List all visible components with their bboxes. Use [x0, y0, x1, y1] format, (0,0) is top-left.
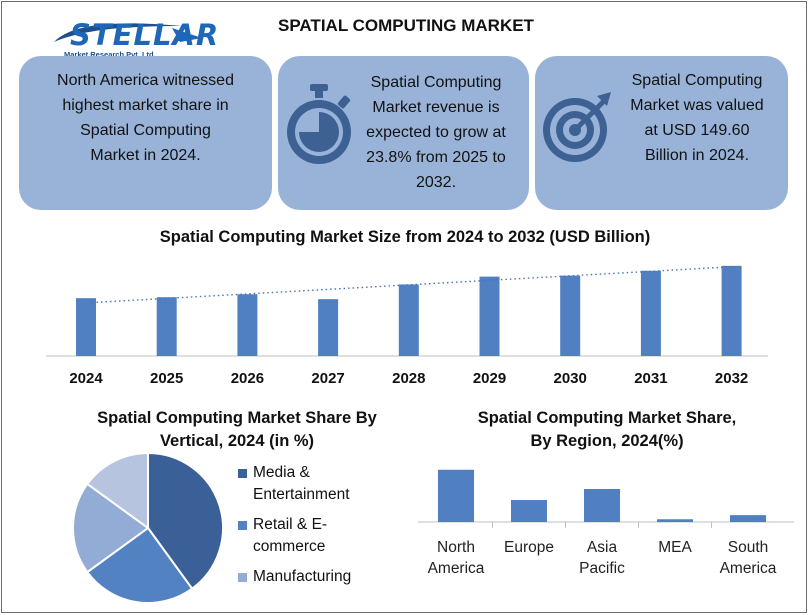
x-tick-label: 2026 [231, 370, 264, 387]
x-tick-label: 2025 [150, 370, 183, 387]
chart-title-line: Spatial Computing Market Share By [97, 409, 377, 427]
card-line: Market in 2024. [90, 147, 201, 164]
region-share-bar-chart: North America Europe Asia Pacific MEA South Ame… [418, 469, 794, 577]
x-tick-label: 2024 [69, 370, 103, 387]
region-bar [584, 489, 620, 522]
pie-legend: Media & Entertainment Retail & E- commer… [238, 462, 388, 596]
stellar-logo: STELLAR Market Research Pvt. Ltd. [52, 16, 218, 60]
stat-card-growth: Spatial Computing Market revenue is expe… [278, 56, 529, 210]
legend-label: Entertainment [253, 486, 350, 503]
card-line: Market revenue is [372, 99, 500, 116]
region-bar [438, 469, 474, 522]
stopwatch-icon [287, 84, 351, 164]
card-text: North America witnessed highest market s… [29, 68, 262, 168]
card-text: Spatial Computing Market revenue is expe… [350, 70, 522, 195]
x-tick-label: Europe [504, 539, 554, 556]
pie-slice-2 [85, 526, 194, 604]
bar-2028 [398, 284, 419, 356]
pie-slice-4 [85, 451, 149, 530]
card-line: highest market share in [62, 97, 229, 114]
bar-2024 [76, 298, 96, 356]
market-size-chart: 2024 2025 2026 2027 2028 2029 2030 2031 2032 [46, 265, 768, 387]
region-chart-title: Spatial Computing Market Share, By Regio… [442, 407, 772, 453]
region-bar [657, 519, 693, 522]
bar-2032 [721, 265, 742, 356]
x-tick-label: 2027 [311, 370, 344, 387]
x-tick-label: 2030 [554, 370, 587, 387]
bar-2026 [237, 294, 258, 356]
bar-2027 [318, 299, 339, 356]
chart-title-line: By Region, 2024(%) [530, 432, 684, 450]
logo-name: STELLAR [70, 18, 220, 52]
card-line: 23.8% from 2025 to [366, 149, 506, 166]
market-size-chart-title: Spatial Computing Market Size from 2024 … [159, 228, 651, 246]
card-line: Billion in 2024. [644, 147, 750, 164]
bar-2025 [156, 297, 177, 356]
legend-swatch [238, 573, 247, 582]
card-line: Spatial Computing [370, 74, 502, 91]
card-line: Spatial Computing [631, 72, 763, 89]
legend-swatch [238, 469, 247, 478]
x-tick-label: America [428, 560, 485, 577]
card-line: at USD 149.60 [644, 122, 750, 139]
legend-label: commerce [253, 538, 326, 555]
legend-label: Media & [253, 464, 310, 481]
region-bar [730, 515, 766, 522]
card-line: 2032. [415, 174, 457, 191]
x-tick-label: 2031 [634, 370, 667, 387]
bar-2031 [640, 270, 661, 356]
card-line: Spatial Computing [80, 122, 211, 139]
target-icon [543, 92, 611, 162]
legend-item: Media & Entertainment [238, 462, 388, 506]
stat-card-north-america: North America witnessed highest market s… [19, 56, 272, 210]
trendline [91, 266, 732, 304]
card-line: Market was valued [630, 97, 764, 114]
region-bar [511, 500, 547, 522]
x-tick-label: South [728, 539, 769, 556]
page-title: SPATIAL COMPUTING MARKET [278, 16, 534, 35]
bar-2029 [479, 276, 500, 356]
x-tick-label: Pacific [579, 560, 625, 577]
x-tick-label: Asia [587, 539, 618, 556]
vertical-share-pie-chart [72, 451, 224, 604]
legend-label: Retail & E- [253, 516, 328, 533]
pie-slice-1 [147, 451, 224, 591]
pie-slice-3 [72, 482, 150, 574]
stat-card-valuation: Spatial Computing Market was valued at U… [535, 56, 788, 210]
card-line: North America witnessed [57, 72, 234, 89]
legend-item: Manufacturing [238, 566, 388, 588]
bar-2030 [560, 275, 581, 356]
chart-title-line: Vertical, 2024 (in %) [159, 432, 315, 450]
legend-item: Retail & E- commerce [238, 514, 388, 558]
x-tick-label: 2029 [473, 370, 506, 387]
x-tick-label: 2032 [715, 370, 748, 387]
chart-title-line: Spatial Computing Market Share, [477, 409, 737, 427]
x-tick-label: 2028 [392, 370, 425, 387]
x-tick-label: MEA [658, 539, 692, 556]
legend-label: Manufacturing [253, 568, 352, 585]
legend-swatch [238, 521, 247, 530]
vertical-chart-title: Spatial Computing Market Share By Vertic… [72, 407, 402, 453]
logo-swoosh-icon [54, 23, 202, 42]
card-line: expected to grow at [366, 124, 506, 141]
x-tick-label: North [437, 539, 475, 556]
logo-tagline: Market Research Pvt. Ltd. [64, 50, 156, 59]
x-tick-label: America [720, 560, 777, 577]
card-text: Spatial Computing Market was valued at U… [613, 68, 781, 168]
